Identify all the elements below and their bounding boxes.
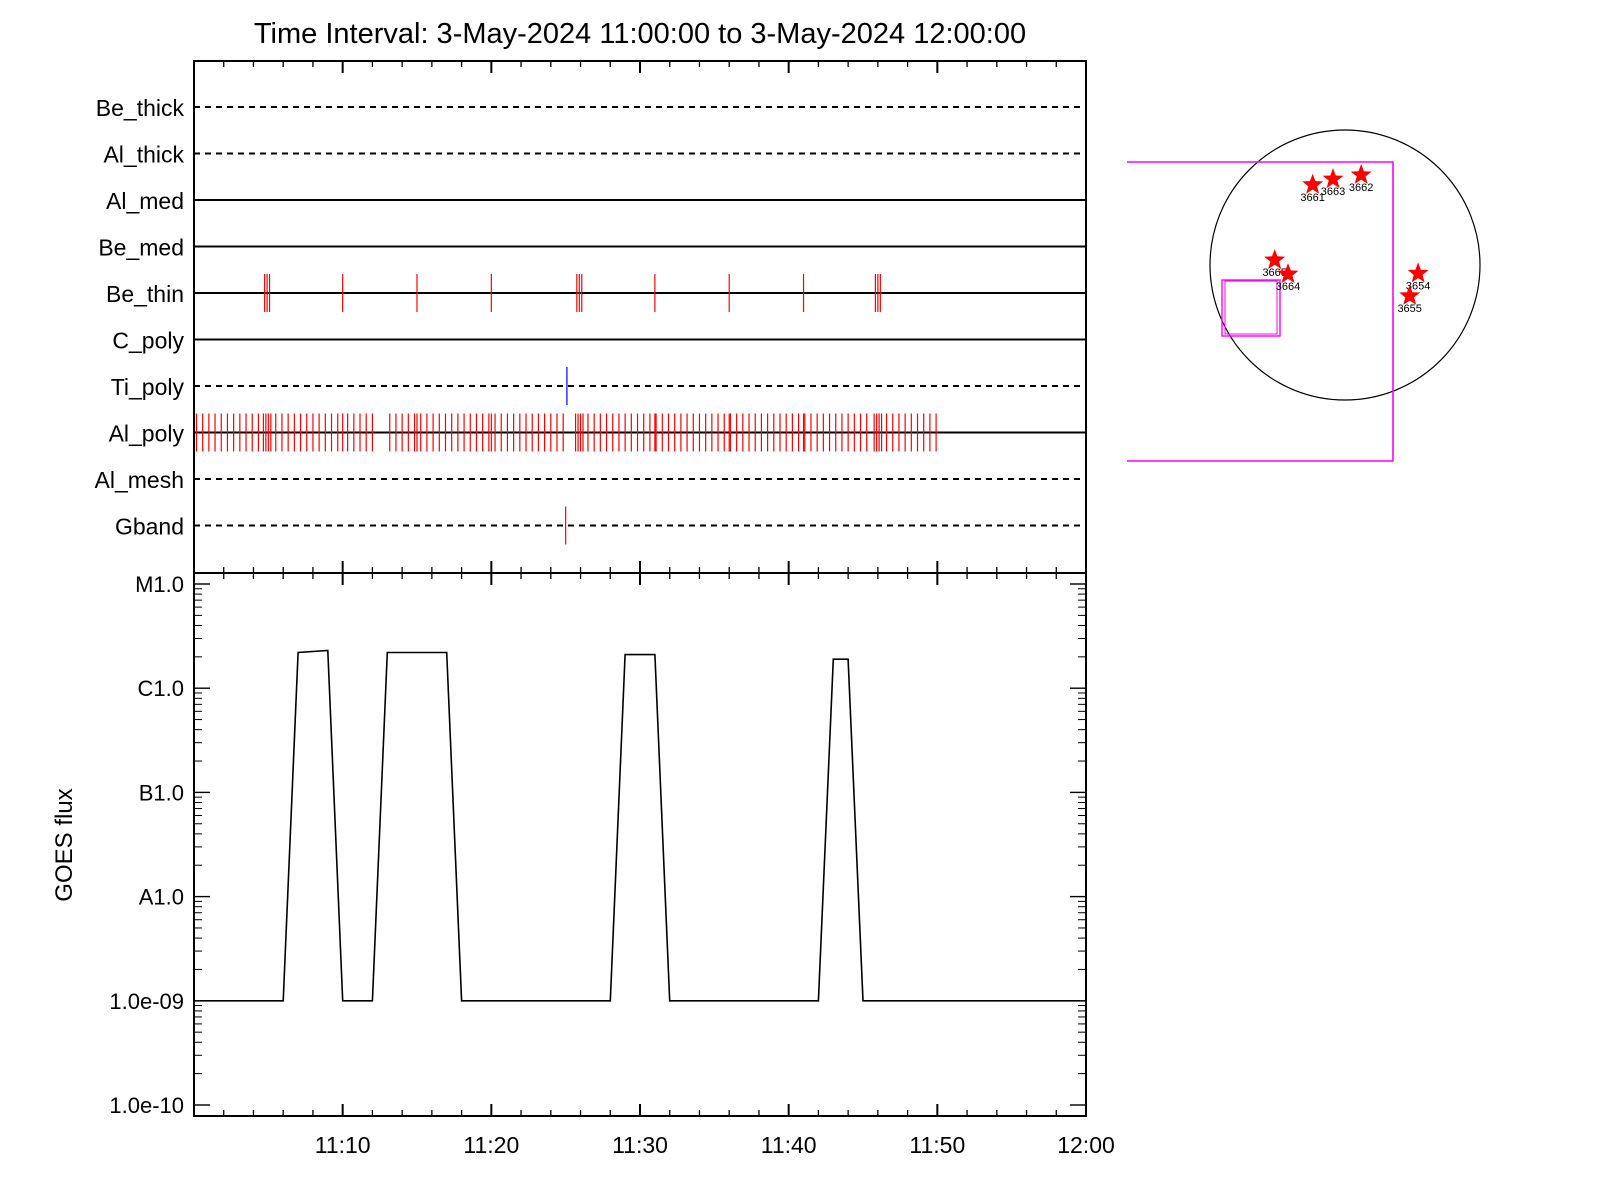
active-region-label: 3654 xyxy=(1406,280,1430,292)
active-region-star xyxy=(1277,263,1299,283)
channel-label-be-thick: Be_thick xyxy=(96,95,185,121)
y-tick-label: A1.0 xyxy=(139,885,184,910)
channel-label-al-thick: Al_thick xyxy=(103,142,184,168)
active-region-star xyxy=(1322,168,1344,189)
active-region-label: 3655 xyxy=(1397,303,1421,315)
inner-field-of-view-box-2 xyxy=(1224,280,1278,335)
x-tick-label: 12:00 xyxy=(1057,1132,1115,1158)
active-region-star xyxy=(1302,173,1324,194)
active-region-star xyxy=(1264,249,1286,269)
active-region-label: 3662 xyxy=(1349,182,1373,194)
solar-limb xyxy=(1209,129,1481,401)
y-tick-label: 1.0e-10 xyxy=(109,1093,184,1118)
goes-flux-series-line xyxy=(194,649,1086,1002)
channel-label-ti-poly: Ti_poly xyxy=(111,374,185,400)
field-of-view-frame xyxy=(1127,161,1394,462)
channel-timeline-panel: Be_thick Al_thick Al_med Be_med Be_thin C_pol… xyxy=(95,60,1087,574)
channel-label-al-mesh: Al_mesh xyxy=(95,467,184,493)
active-region-label: 3664 xyxy=(1276,281,1300,293)
goes-y-ticks: 1.0e-10 1.0e-09 A1.0 B1.0 C1.0 M1.0 xyxy=(109,572,1086,1118)
channel-label-be-thin: Be_thin xyxy=(106,281,184,307)
inner-field-of-view-box xyxy=(1221,279,1281,337)
x-tick-label: 11:50 xyxy=(909,1132,965,1158)
active-region-star xyxy=(1399,284,1421,305)
x-tick-label: 11:30 xyxy=(612,1132,668,1158)
channel-label-c-poly: C_poly xyxy=(112,328,184,354)
timeline-plot-frame xyxy=(193,60,1087,574)
x-tick-label: 11:40 xyxy=(761,1132,817,1158)
channel-label-al-med: Al_med xyxy=(106,188,184,214)
y-tick-label: 1.0e-09 xyxy=(109,989,184,1014)
channel-rows: Be_thick Al_thick Al_med Be_med Be_thin C_pol… xyxy=(95,95,1086,545)
channel-label-gband: Gband xyxy=(115,514,184,540)
y-tick-label: C1.0 xyxy=(138,676,184,701)
active-region-label: 3663 xyxy=(1321,186,1345,198)
goes-flux-panel: 1.0e-10 1.0e-09 A1.0 B1.0 C1.0 M1.0 11:10 11:2… xyxy=(51,572,1115,1158)
timeline-x-ticks xyxy=(193,61,1087,573)
active-region-star xyxy=(1350,164,1372,184)
channel-label-be-med: Be_med xyxy=(98,235,184,261)
y-tick-label: B1.0 xyxy=(139,780,184,805)
y-axis-label: GOES flux xyxy=(51,788,78,901)
x-tick-label: 11:10 xyxy=(315,1132,371,1158)
goes-x-ticks: 11:10 11:20 11:30 11:40 11:50 12:00 xyxy=(193,573,1115,1158)
x-tick-label: 11:20 xyxy=(463,1132,519,1158)
chart-title: Time Interval: 3-May-2024 11:00:00 to 3-… xyxy=(254,18,1026,50)
y-tick-label: M1.0 xyxy=(135,572,184,597)
active-region-label: 3661 xyxy=(1300,192,1324,204)
active-region-label: 3665 xyxy=(1262,267,1286,279)
active-region-star xyxy=(1407,262,1429,283)
channel-label-al-poly: Al_poly xyxy=(109,421,185,447)
